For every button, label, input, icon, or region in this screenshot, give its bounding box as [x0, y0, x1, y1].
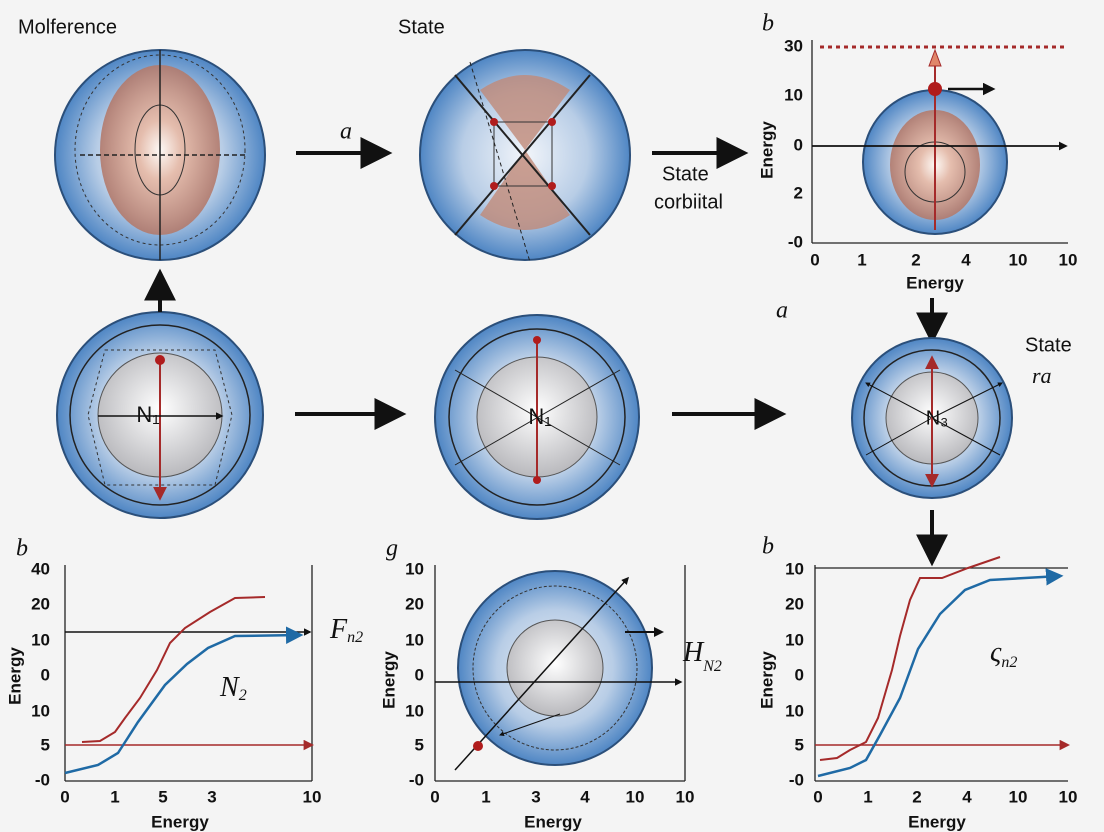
y-axis-label: Energy [5, 647, 24, 705]
x-tick-label: 4 [580, 787, 590, 806]
arrow-label: a [340, 119, 352, 145]
annotation: N2 [219, 672, 247, 703]
y-tick-label: 2 [794, 183, 803, 202]
y-tick-label: 0 [794, 135, 803, 154]
sphere-top-middle [419, 49, 631, 263]
y-tick-label: 5 [41, 735, 50, 754]
y-tick-label: -0 [409, 770, 424, 789]
side-label: ra [1032, 363, 1052, 388]
y-tick-label: -0 [788, 232, 803, 251]
x-tick-label: 10 [303, 787, 322, 806]
x-tick-label: 1 [481, 787, 490, 806]
sphere-mid-right [851, 337, 1013, 499]
sphere-mid-left [56, 311, 264, 519]
x-tick-label: 10 [1009, 250, 1028, 269]
x-tick-label: 1 [857, 250, 866, 269]
title-middle: State [398, 16, 445, 38]
y-tick-label: 10 [31, 630, 50, 649]
x-tick-label: 4 [961, 250, 971, 269]
x-tick-label: 3 [207, 787, 216, 806]
node-label: N₁ [528, 404, 551, 429]
x-tick-label: 0 [810, 250, 819, 269]
panel-bottom-middle [434, 565, 686, 782]
x-tick-label: 5 [158, 787, 167, 806]
y-tick-label: 20 [405, 594, 424, 613]
y-tick-label: 40 [31, 559, 50, 578]
x-axis-label: Energy [906, 273, 964, 292]
panel-bottom-right [814, 556, 1071, 782]
arrow-label: a [776, 298, 788, 324]
x-tick-label: 3 [531, 787, 540, 806]
sphere-mid-middle [434, 314, 640, 520]
y-tick-label: 10 [785, 559, 804, 578]
title-left: Molference [18, 16, 117, 38]
panel-tag: b [16, 536, 28, 562]
y-tick-label: 10 [405, 559, 424, 578]
x-tick-label: 10 [1059, 787, 1078, 806]
annotation: Fn2 [329, 614, 363, 645]
panel-tag: g [386, 536, 398, 562]
x-tick-label: 4 [962, 787, 972, 806]
y-tick-label: 5 [795, 735, 804, 754]
y-tick-label: 10 [785, 701, 804, 720]
x-axis-label: Energy [908, 812, 966, 831]
y-tick-label: 10 [31, 701, 50, 720]
arrow-label: State [662, 163, 709, 185]
y-axis-label: Energy [379, 651, 398, 709]
x-tick-label: 2 [911, 250, 920, 269]
y-tick-label: 0 [795, 665, 804, 684]
y-tick-label: 20 [31, 594, 50, 613]
x-tick-label: 10 [1059, 250, 1078, 269]
y-tick-label: 10 [405, 701, 424, 720]
arrow-label: corbiital [654, 191, 723, 213]
x-tick-label: 0 [60, 787, 69, 806]
y-tick-label: 10 [405, 630, 424, 649]
y-tick-label: 30 [784, 36, 803, 55]
panel-tag: b [762, 534, 774, 560]
y-tick-label: 10 [785, 630, 804, 649]
y-tick-label: 10 [784, 85, 803, 104]
y-axis-label: Energy [757, 121, 776, 179]
y-axis-label: Energy [757, 651, 776, 709]
x-tick-label: 1 [863, 787, 872, 806]
annotation: ςn2 [990, 637, 1017, 670]
panel-tag: b [762, 11, 774, 37]
x-tick-label: 1 [110, 787, 119, 806]
x-tick-label: 2 [912, 787, 921, 806]
y-tick-label: -0 [35, 770, 50, 789]
y-tick-label: 5 [415, 735, 424, 754]
side-label: State [1025, 334, 1072, 356]
sphere-top-left [54, 49, 266, 261]
y-tick-label: 20 [785, 594, 804, 613]
x-tick-label: 10 [1009, 787, 1028, 806]
y-tick-label: -0 [789, 770, 804, 789]
x-axis-label: Energy [524, 812, 582, 831]
panel-top-right [811, 40, 1068, 244]
x-axis-label: Energy [151, 812, 209, 831]
y-tick-label: 0 [41, 665, 50, 684]
panel-bottom-left [64, 565, 315, 782]
x-tick-label: 0 [430, 787, 439, 806]
x-tick-label: 10 [676, 787, 695, 806]
annotation: HN2 [682, 637, 722, 674]
x-tick-label: 0 [813, 787, 822, 806]
node-label: N₁ [136, 402, 159, 427]
node-label: N₃ [926, 407, 949, 429]
y-tick-label: 0 [415, 665, 424, 684]
x-tick-label: 10 [626, 787, 645, 806]
